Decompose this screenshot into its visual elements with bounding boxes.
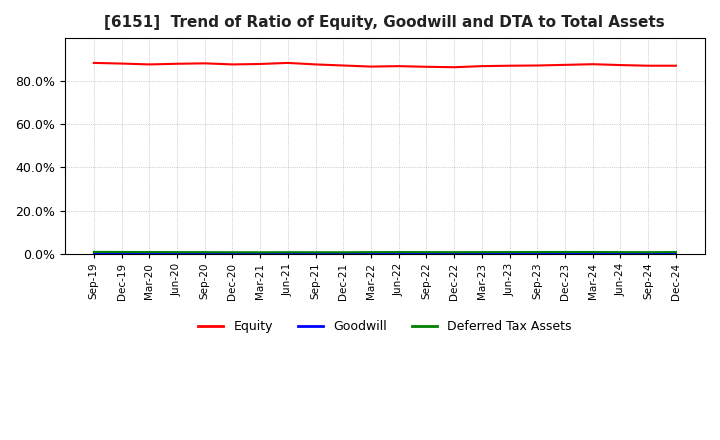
Equity <box>145 62 153 67</box>
Goodwill <box>311 251 320 257</box>
Deferred Tax Assets <box>616 249 625 255</box>
Equity <box>505 63 514 68</box>
Goodwill <box>561 251 570 257</box>
Legend: Equity, Goodwill, Deferred Tax Assets: Equity, Goodwill, Deferred Tax Assets <box>194 315 576 338</box>
Goodwill <box>173 251 181 257</box>
Deferred Tax Assets <box>395 249 403 255</box>
Equity <box>200 61 209 66</box>
Deferred Tax Assets <box>672 249 680 255</box>
Deferred Tax Assets <box>477 249 486 255</box>
Goodwill <box>477 251 486 257</box>
Deferred Tax Assets <box>644 249 652 255</box>
Deferred Tax Assets <box>339 249 348 255</box>
Goodwill <box>200 251 209 257</box>
Equity <box>450 65 459 70</box>
Equity <box>616 62 625 68</box>
Goodwill <box>672 251 680 257</box>
Equity <box>284 60 292 66</box>
Goodwill <box>366 251 375 257</box>
Goodwill <box>505 251 514 257</box>
Goodwill <box>145 251 153 257</box>
Deferred Tax Assets <box>89 249 98 255</box>
Goodwill <box>284 251 292 257</box>
Goodwill <box>89 251 98 257</box>
Deferred Tax Assets <box>533 249 541 255</box>
Equity <box>117 61 126 66</box>
Equity <box>588 62 597 67</box>
Goodwill <box>395 251 403 257</box>
Deferred Tax Assets <box>200 249 209 255</box>
Goodwill <box>228 251 237 257</box>
Deferred Tax Assets <box>588 249 597 255</box>
Equity <box>477 63 486 69</box>
Deferred Tax Assets <box>450 249 459 255</box>
Goodwill <box>422 251 431 257</box>
Equity <box>256 61 264 66</box>
Goodwill <box>588 251 597 257</box>
Deferred Tax Assets <box>422 249 431 255</box>
Equity <box>366 64 375 69</box>
Goodwill <box>256 251 264 257</box>
Deferred Tax Assets <box>366 249 375 255</box>
Title: [6151]  Trend of Ratio of Equity, Goodwill and DTA to Total Assets: [6151] Trend of Ratio of Equity, Goodwil… <box>104 15 665 30</box>
Deferred Tax Assets <box>117 249 126 255</box>
Deferred Tax Assets <box>284 249 292 255</box>
Equity <box>644 63 652 68</box>
Equity <box>228 62 237 67</box>
Goodwill <box>117 251 126 257</box>
Deferred Tax Assets <box>311 249 320 255</box>
Equity <box>311 62 320 67</box>
Goodwill <box>644 251 652 257</box>
Deferred Tax Assets <box>256 249 264 255</box>
Deferred Tax Assets <box>173 249 181 255</box>
Goodwill <box>533 251 541 257</box>
Equity <box>89 60 98 66</box>
Line: Equity: Equity <box>94 63 676 67</box>
Equity <box>422 64 431 70</box>
Equity <box>395 63 403 69</box>
Deferred Tax Assets <box>145 249 153 255</box>
Equity <box>339 63 348 68</box>
Equity <box>533 63 541 68</box>
Goodwill <box>616 251 625 257</box>
Deferred Tax Assets <box>505 249 514 255</box>
Equity <box>173 61 181 66</box>
Deferred Tax Assets <box>228 249 237 255</box>
Equity <box>672 63 680 68</box>
Goodwill <box>450 251 459 257</box>
Equity <box>561 62 570 67</box>
Deferred Tax Assets <box>561 249 570 255</box>
Goodwill <box>339 251 348 257</box>
